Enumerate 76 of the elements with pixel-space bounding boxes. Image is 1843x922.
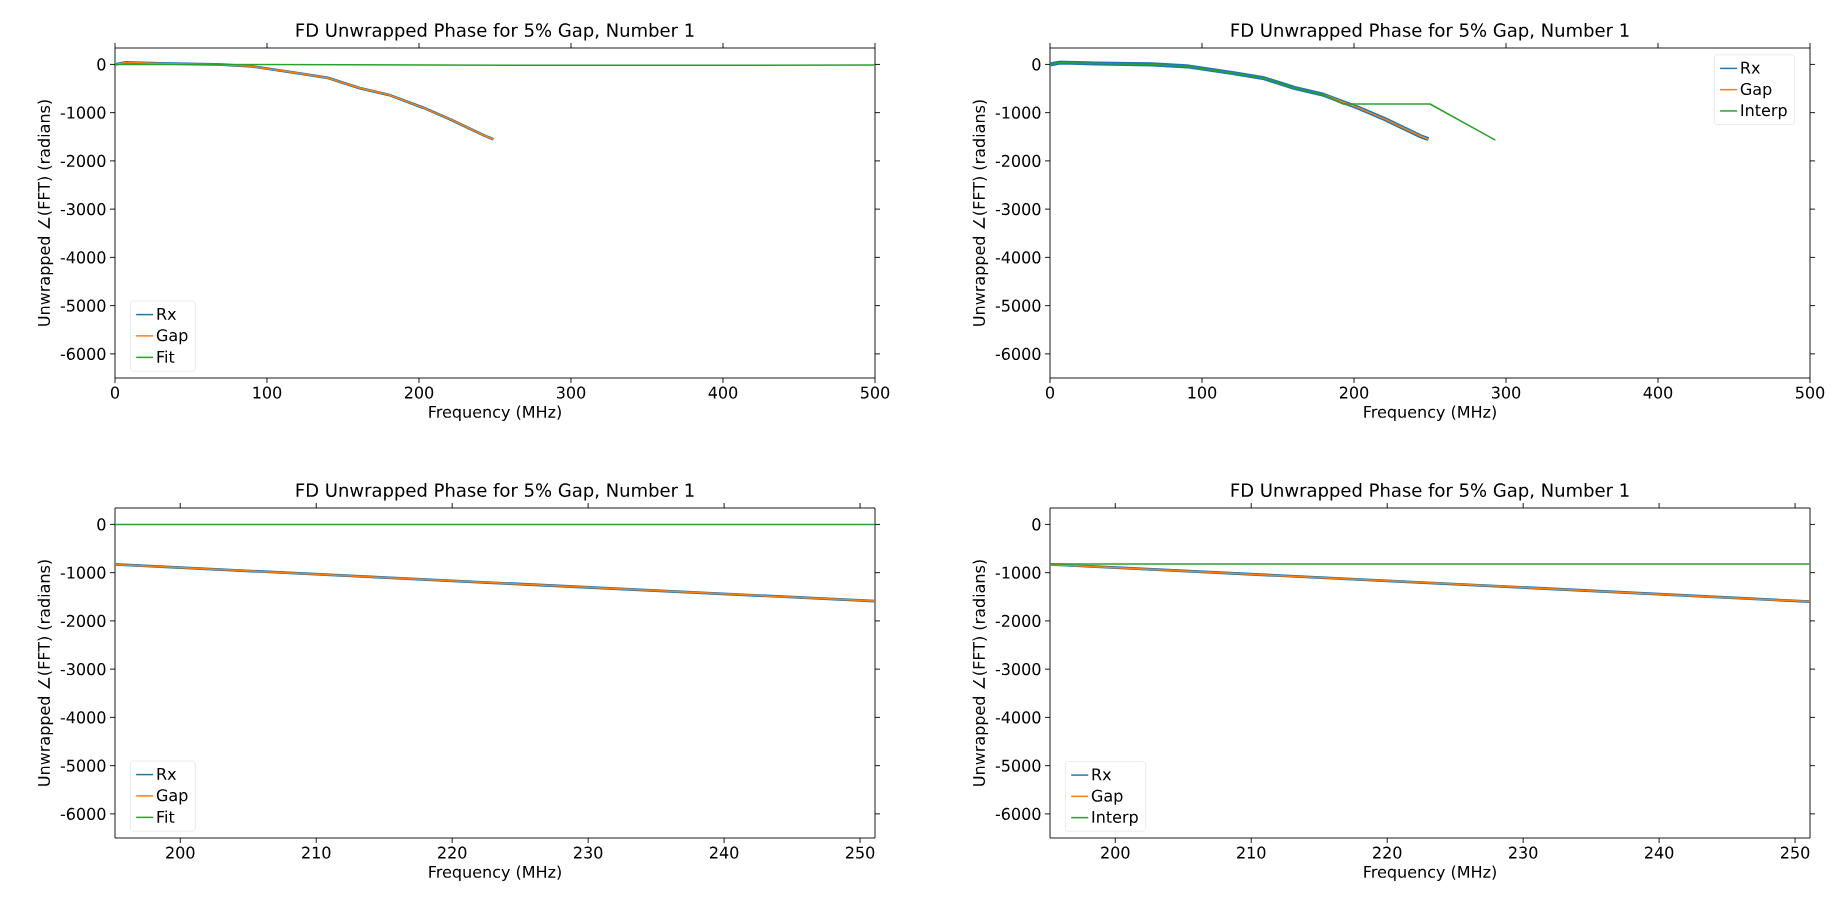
- x-tick-label: 100: [253, 386, 282, 399]
- chart-title: FD Unwrapped Phase for 5% Gap, Number 1: [1231, 483, 1629, 501]
- legend-label: Gap: [1740, 82, 1772, 99]
- x-tick-label: 230: [574, 846, 603, 859]
- x-tick-label: 220: [438, 846, 467, 859]
- y-tick-label: 0: [1032, 518, 1041, 531]
- y-tick-label: -3000: [60, 203, 106, 216]
- x-tick-label: 210: [1237, 846, 1266, 859]
- y-tick-label: -6000: [995, 807, 1041, 820]
- y-axis-title: Unwrapped ∠(FFT) (radians): [972, 560, 989, 786]
- x-tick-label: 300: [1491, 386, 1521, 399]
- legend-label: Fit: [157, 810, 175, 823]
- x-tick-label: 100: [1188, 386, 1217, 399]
- x-tick-label: 500: [1795, 386, 1825, 399]
- y-tick-label: -5000: [995, 299, 1041, 312]
- x-tick-label: 0: [110, 386, 120, 399]
- y-tick-label: -5000: [60, 759, 106, 772]
- y-tick-label: -6000: [60, 807, 106, 820]
- y-axis-title: Unwrapped ∠(FFT) (radians): [37, 560, 54, 786]
- y-tick-label: 0: [97, 58, 106, 71]
- y-tick-label: -2000: [995, 614, 1041, 627]
- y-tick-label: 0: [1032, 58, 1041, 71]
- chart-title: FD Unwrapped Phase for 5% Gap, Number 1: [1231, 23, 1629, 41]
- y-tick-label: -3000: [995, 663, 1041, 676]
- x-axis-title: Frequency (MHz): [1364, 405, 1496, 421]
- x-axis-title: Frequency (MHz): [429, 405, 561, 421]
- x-tick-label: 400: [708, 386, 738, 399]
- y-tick-label: -1000: [60, 566, 106, 579]
- x-tick-label: 200: [166, 846, 195, 859]
- legend-label: Interp: [1092, 811, 1138, 827]
- x-tick-label: 300: [556, 386, 586, 399]
- y-tick-label: -5000: [995, 759, 1041, 772]
- x-tick-label: 250: [845, 846, 875, 859]
- legend-label: Gap: [156, 789, 188, 805]
- x-tick-label: 210: [302, 846, 331, 859]
- x-tick-label: 200: [1101, 846, 1130, 859]
- y-tick-label: -4000: [60, 711, 106, 724]
- y-tick-label: -1000: [995, 106, 1041, 119]
- x-tick-label: 500: [860, 386, 890, 399]
- x-tick-label: 400: [1643, 386, 1673, 399]
- legend-label: Gap: [156, 329, 188, 345]
- legend-label: Gap: [1091, 789, 1123, 805]
- y-tick-label: -3000: [995, 203, 1041, 216]
- y-tick-label: -4000: [995, 711, 1041, 724]
- y-tick-label: -2000: [60, 614, 106, 627]
- legend-label: Rx: [1092, 768, 1112, 781]
- y-axis-title: Unwrapped ∠(FFT) (radians): [972, 100, 989, 326]
- y-tick-label: -2000: [995, 154, 1041, 167]
- x-tick-label: 250: [1780, 846, 1810, 859]
- x-axis-title: Frequency (MHz): [429, 865, 561, 881]
- legend-label: Fit: [157, 350, 175, 363]
- x-tick-label: 220: [1373, 846, 1402, 859]
- x-tick-label: 200: [1339, 386, 1369, 399]
- y-tick-label: -5000: [60, 299, 106, 312]
- x-axis-title: Frequency (MHz): [1364, 865, 1496, 881]
- y-tick-label: -2000: [60, 154, 106, 167]
- x-tick-label: 200: [404, 386, 434, 399]
- legend-label: Rx: [157, 768, 177, 780]
- x-tick-label: 240: [710, 846, 739, 859]
- chart-title: FD Unwrapped Phase for 5% Gap, Number 1: [296, 23, 694, 41]
- y-axis-title: Unwrapped ∠(FFT) (radians): [37, 100, 54, 326]
- chart-title: FD Unwrapped Phase for 5% Gap, Number 1: [296, 483, 694, 501]
- y-tick-label: -1000: [995, 566, 1041, 579]
- y-tick-label: -6000: [995, 347, 1041, 360]
- x-tick-label: 240: [1645, 846, 1674, 859]
- y-tick-label: -1000: [60, 106, 106, 119]
- legend-label: Rx: [1741, 61, 1760, 74]
- y-tick-label: -4000: [995, 251, 1041, 264]
- y-tick-label: -3000: [60, 663, 106, 676]
- y-tick-label: 0: [97, 518, 106, 531]
- x-tick-label: 0: [1045, 386, 1055, 399]
- x-tick-label: 230: [1509, 846, 1538, 859]
- y-tick-label: -4000: [60, 251, 106, 264]
- y-tick-label: -6000: [60, 347, 106, 360]
- legend-label: Rx: [157, 308, 177, 320]
- legend-label: Interp: [1741, 104, 1787, 120]
